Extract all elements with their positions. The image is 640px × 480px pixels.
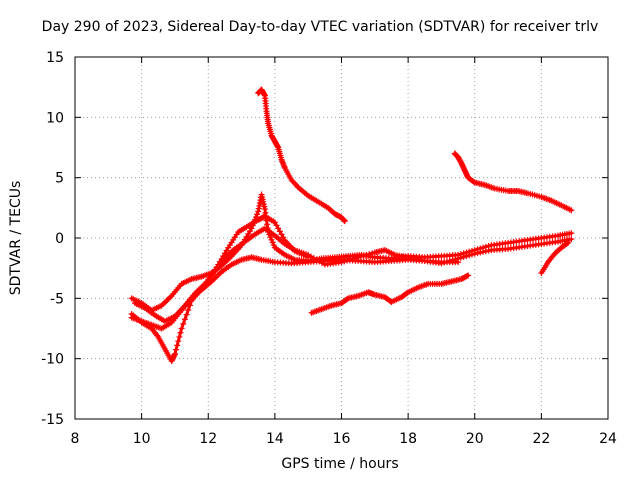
data-point: [366, 251, 373, 258]
data-point: [470, 178, 477, 185]
data-point: [477, 249, 484, 256]
series-arc-low-mid: [308, 272, 472, 316]
series-arc-late-descending: [451, 150, 575, 214]
data-point: [250, 219, 257, 226]
data-point: [468, 251, 475, 258]
series-arc-late-short: [538, 239, 572, 276]
data-point: [463, 253, 470, 260]
y-tick-label: -10: [41, 352, 64, 368]
x-tick-label: 12: [199, 431, 217, 447]
y-tick-label: 10: [46, 110, 64, 126]
data-point: [268, 236, 275, 243]
data-point: [568, 207, 575, 214]
axes: [74, 56, 609, 420]
data-point: [480, 248, 487, 255]
data-point: [474, 250, 481, 257]
data-point: [269, 239, 276, 246]
x-tick-label: 10: [133, 431, 151, 447]
x-tick-label: 22: [532, 431, 550, 447]
y-tick-label: 15: [46, 50, 64, 66]
data-point: [185, 306, 192, 313]
data-point: [171, 350, 178, 357]
data-point: [178, 325, 185, 332]
data-point: [465, 272, 472, 279]
data-point: [273, 222, 280, 229]
data-points: [128, 86, 575, 365]
data-point: [180, 320, 187, 327]
data-point: [278, 231, 285, 238]
data-point: [280, 234, 287, 241]
y-tick-label: -15: [41, 412, 64, 428]
data-point: [471, 250, 478, 257]
x-tick-label: 24: [599, 431, 617, 447]
data-point: [254, 211, 261, 218]
data-point: [341, 218, 348, 225]
series-arc-lower-band: [128, 254, 462, 332]
data-point: [568, 230, 575, 237]
y-axis-label: SDTVAR / TECUs: [8, 180, 24, 296]
data-point: [252, 214, 259, 221]
x-tick-label: 16: [333, 431, 351, 447]
x-axis-label: GPS time / hours: [281, 456, 399, 472]
data-point: [270, 242, 277, 249]
data-point: [568, 236, 575, 243]
data-point: [248, 225, 255, 232]
data-point: [176, 333, 183, 340]
data-point: [251, 216, 258, 223]
tick-labels: 8 10 12 14 16 18 20 22 24 -15 -10 -5 0 5 10 15: [41, 50, 617, 447]
series-arc-early-dip: [128, 213, 312, 365]
data-point: [175, 338, 182, 345]
data-point: [460, 253, 467, 260]
y-tick-label: 5: [55, 171, 64, 187]
data-point: [271, 219, 278, 226]
x-tick-label: 14: [266, 431, 284, 447]
data-point: [294, 183, 301, 190]
x-tick-label: 20: [466, 431, 484, 447]
data-point: [482, 248, 489, 255]
series-trace: [256, 88, 347, 223]
plot-border: [74, 56, 609, 420]
x-tick-label: 8: [71, 431, 80, 447]
data-point: [181, 316, 188, 323]
data-point: [363, 251, 370, 258]
data-point: [565, 239, 572, 246]
data-point: [173, 346, 180, 353]
data-point: [563, 240, 570, 247]
data-point: [466, 252, 473, 259]
data-point: [249, 222, 256, 229]
chart-title: Day 290 of 2023, Sidereal Day-to-day VTE…: [41, 19, 599, 35]
data-point: [369, 250, 376, 257]
data-point: [275, 225, 282, 232]
x-tick-label: 18: [399, 431, 417, 447]
y-tick-label: -5: [50, 291, 64, 307]
data-point: [174, 342, 181, 349]
data-point: [267, 234, 274, 241]
series-arc-high-descending: [255, 86, 348, 225]
data-point: [485, 247, 492, 254]
data-point: [360, 252, 367, 259]
data-point: [183, 311, 190, 318]
y-tick-label: 0: [55, 231, 64, 247]
data-point: [457, 254, 464, 261]
data-point: [177, 329, 184, 336]
data-point: [276, 228, 283, 235]
data-point: [344, 296, 351, 303]
data-point: [463, 273, 470, 280]
data-point: [455, 259, 462, 266]
